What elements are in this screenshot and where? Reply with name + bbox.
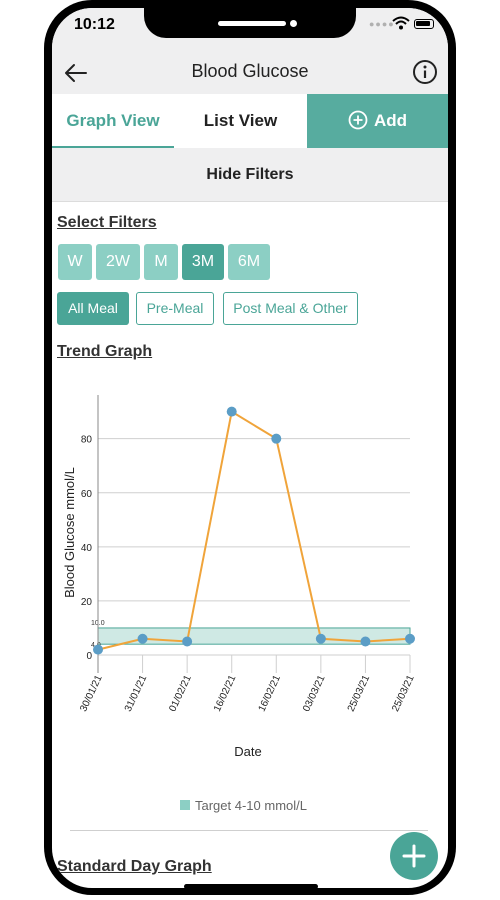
legend-swatch [180, 800, 190, 810]
x-tick-label: 16/02/21 [257, 673, 284, 713]
meal-post-other[interactable]: Post Meal & Other [223, 292, 358, 325]
y-tick-label: 80 [81, 435, 93, 446]
x-ticks: 30/01/21 31/01/21 01/02/21 16/02/21 16/02/21… [78, 673, 417, 713]
x-tick-label: 30/01/21 [78, 673, 105, 713]
camera [290, 20, 297, 27]
x-tick-label: 16/02/21 [212, 673, 239, 713]
data-point [182, 636, 193, 647]
y-ticks: 0 20 40 60 80 [81, 435, 93, 662]
wifi-icon [392, 16, 410, 30]
meal-pre[interactable]: Pre-Meal [136, 292, 214, 325]
period-m[interactable]: M [144, 244, 178, 280]
tab-graph-view[interactable]: Graph View [52, 94, 174, 148]
data-point [226, 406, 237, 417]
plus-circle-icon [348, 110, 368, 129]
y-tick-label: 20 [81, 597, 93, 608]
x-tick-label: 25/03/21 [390, 673, 417, 713]
x-tick-label: 31/01/21 [123, 673, 150, 713]
add-button[interactable]: Add [307, 94, 448, 148]
trend-graph-title: Trend Graph [57, 343, 153, 360]
y-axis-label: Blood Glucose mmol/L [62, 467, 77, 598]
add-button-label: Add [373, 111, 408, 130]
series-points [93, 406, 415, 655]
add-fab-button[interactable] [390, 832, 438, 880]
divider [70, 830, 428, 831]
data-point [93, 644, 103, 655]
x-tick-label: 25/03/21 [346, 673, 373, 713]
battery-icon [414, 19, 434, 29]
data-point [360, 636, 371, 647]
period-w[interactable]: W [58, 244, 92, 280]
hide-filters-button[interactable]: Hide Filters [52, 148, 448, 202]
nav-bar: Blood Glucose [52, 52, 448, 94]
home-indicator [184, 884, 318, 888]
data-point [315, 633, 326, 644]
data-point [271, 433, 282, 444]
x-tick-label: 03/03/21 [301, 673, 328, 713]
speaker [218, 21, 286, 26]
x-tick-label: 01/02/21 [167, 673, 194, 713]
page-title: Blood Glucose [191, 61, 309, 81]
notch [144, 8, 356, 38]
arrow-left-icon[interactable] [62, 59, 90, 87]
x-axis-label: Date [234, 744, 261, 759]
y-tick-label: 60 [81, 489, 93, 500]
data-point [137, 633, 148, 644]
y-tick-label: 0 [86, 651, 92, 662]
period-2w[interactable]: 2W [96, 244, 140, 280]
status-time: 10:12 [74, 16, 115, 33]
signal-icon: ●●●● [369, 19, 395, 29]
plus-icon [402, 844, 426, 868]
legend-label: Target 4-10 mmol/L [195, 798, 307, 813]
phone-screen: 10:12 ●●●● Blood Glucose Graph View List… [52, 8, 448, 888]
info-circle-icon[interactable] [412, 59, 438, 85]
tab-list-view[interactable]: List View [174, 94, 307, 148]
select-filters-title: Select Filters [57, 214, 157, 231]
standard-day-graph-title: Standard Day Graph [57, 858, 212, 875]
series-line [97, 410, 411, 651]
meal-all[interactable]: All Meal [57, 292, 129, 325]
period-3m[interactable]: 3M [182, 244, 224, 280]
period-6m[interactable]: 6M [228, 244, 270, 280]
view-tabs: Graph View List View Add [52, 94, 448, 148]
y-tick-label: 40 [81, 543, 93, 554]
data-point [405, 633, 415, 644]
